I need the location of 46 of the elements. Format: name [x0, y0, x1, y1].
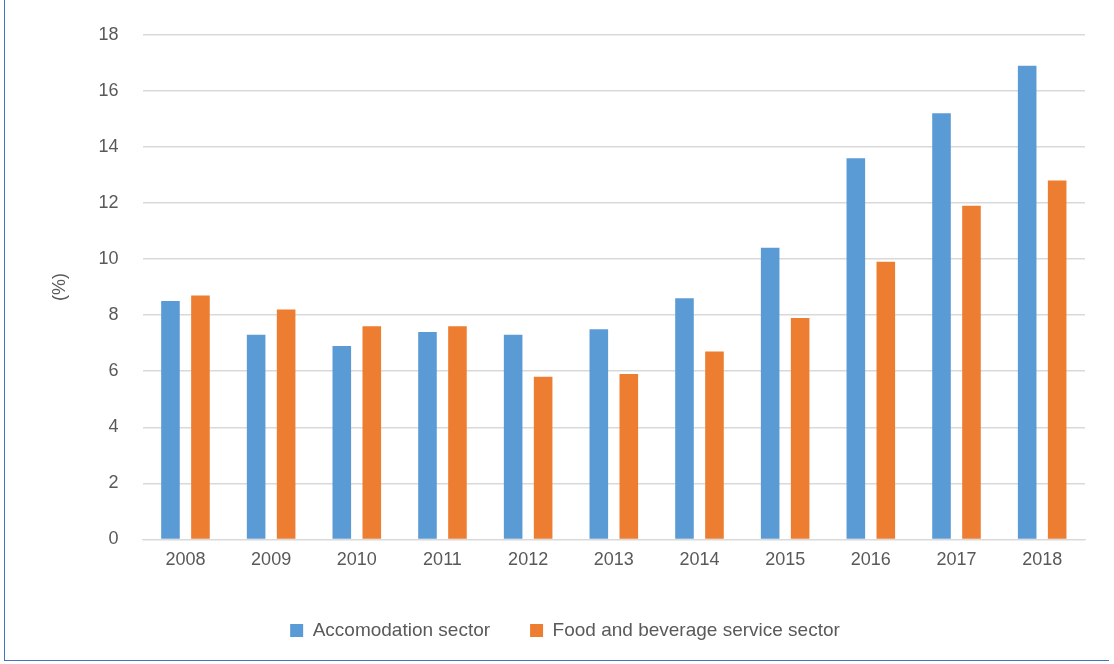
- y-tick-label: 2: [108, 472, 119, 493]
- x-tick-label: 2012: [508, 549, 549, 570]
- x-tick-label: 2011: [423, 549, 462, 570]
- y-tick-label: 0: [108, 528, 119, 549]
- x-tick-label: 2016: [850, 549, 891, 570]
- bar: [846, 158, 866, 539]
- x-tick-label: 2013: [593, 549, 634, 570]
- bar: [876, 261, 896, 539]
- bar: [533, 376, 553, 539]
- bar: [790, 317, 810, 539]
- bar: [705, 351, 724, 539]
- y-tick-label: 6: [108, 360, 119, 381]
- bar: [962, 205, 981, 539]
- bar: [589, 329, 609, 539]
- y-tick-label: 18: [98, 23, 119, 44]
- bar: [1017, 65, 1037, 539]
- y-tick-label: 14: [98, 135, 119, 156]
- bar: [619, 374, 639, 539]
- x-tick-label: 2015: [765, 549, 806, 570]
- bar: [362, 326, 382, 539]
- bar: [276, 309, 296, 539]
- bar: [418, 331, 437, 539]
- y-tick-label: 16: [98, 79, 119, 100]
- bar: [161, 301, 180, 539]
- y-tick-label: 10: [98, 248, 119, 269]
- y-tick-label: 8: [108, 304, 119, 325]
- y-axis-title: (%): [48, 273, 69, 302]
- bar: [332, 345, 352, 539]
- bar: [760, 247, 780, 539]
- bar: [932, 113, 951, 539]
- bar: [503, 334, 523, 539]
- x-tick-label: 2010: [336, 549, 377, 570]
- x-tick-label: 2008: [165, 549, 206, 570]
- x-tick-label: 2018: [1022, 549, 1063, 570]
- bar: [246, 334, 266, 539]
- bar: [1047, 180, 1067, 539]
- y-tick-label: 12: [98, 191, 119, 212]
- bar: [191, 295, 210, 539]
- bar: [675, 298, 694, 539]
- y-tick-label: 4: [108, 416, 119, 437]
- x-tick-label: 2009: [251, 549, 292, 570]
- legend-label: Food and beverage service sector: [552, 618, 841, 640]
- x-tick-label: 2017: [936, 549, 977, 570]
- legend-label: Accomodation sector: [312, 618, 491, 640]
- bar: [448, 326, 467, 539]
- x-tick-label: 2014: [679, 549, 720, 570]
